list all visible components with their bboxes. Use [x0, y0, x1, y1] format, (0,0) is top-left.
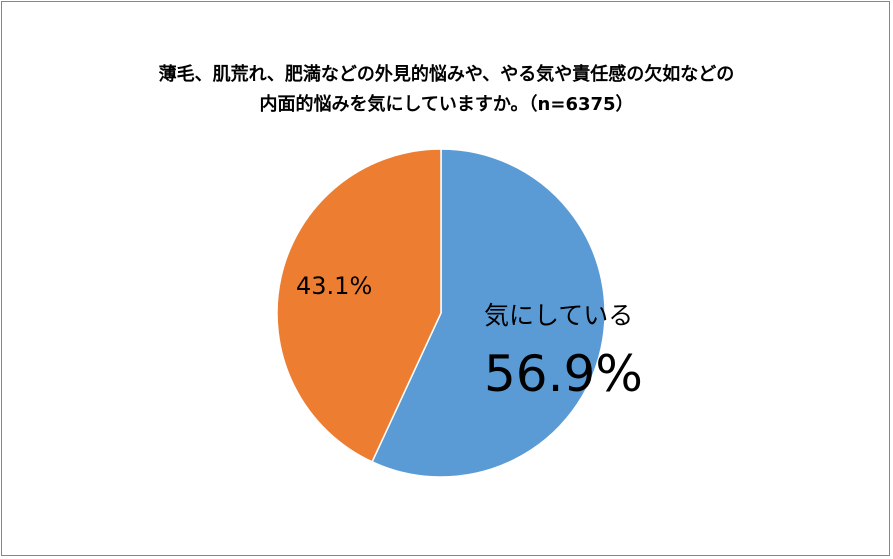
chart-title-line-2: 内面的悩みを気にしていますか。（n=6375） — [259, 94, 634, 115]
pie-slice-0 — [371, 148, 606, 478]
chart-title-line-1: 薄毛、肌荒れ、肥満などの外見的悩みや、やる気や責任感の欠如などの — [158, 64, 735, 85]
slice-value-label-1: 43.1% — [296, 272, 372, 300]
pie-slice-1 — [276, 148, 442, 463]
slice-value-label-0: 56.9% — [484, 345, 643, 403]
slice-category-label-0: 気にしている — [484, 301, 633, 330]
chart-title: 薄毛、肌荒れ、肥満などの外見的悩みや、やる気や責任感の欠如などの 内面的悩みを気… — [2, 60, 891, 120]
